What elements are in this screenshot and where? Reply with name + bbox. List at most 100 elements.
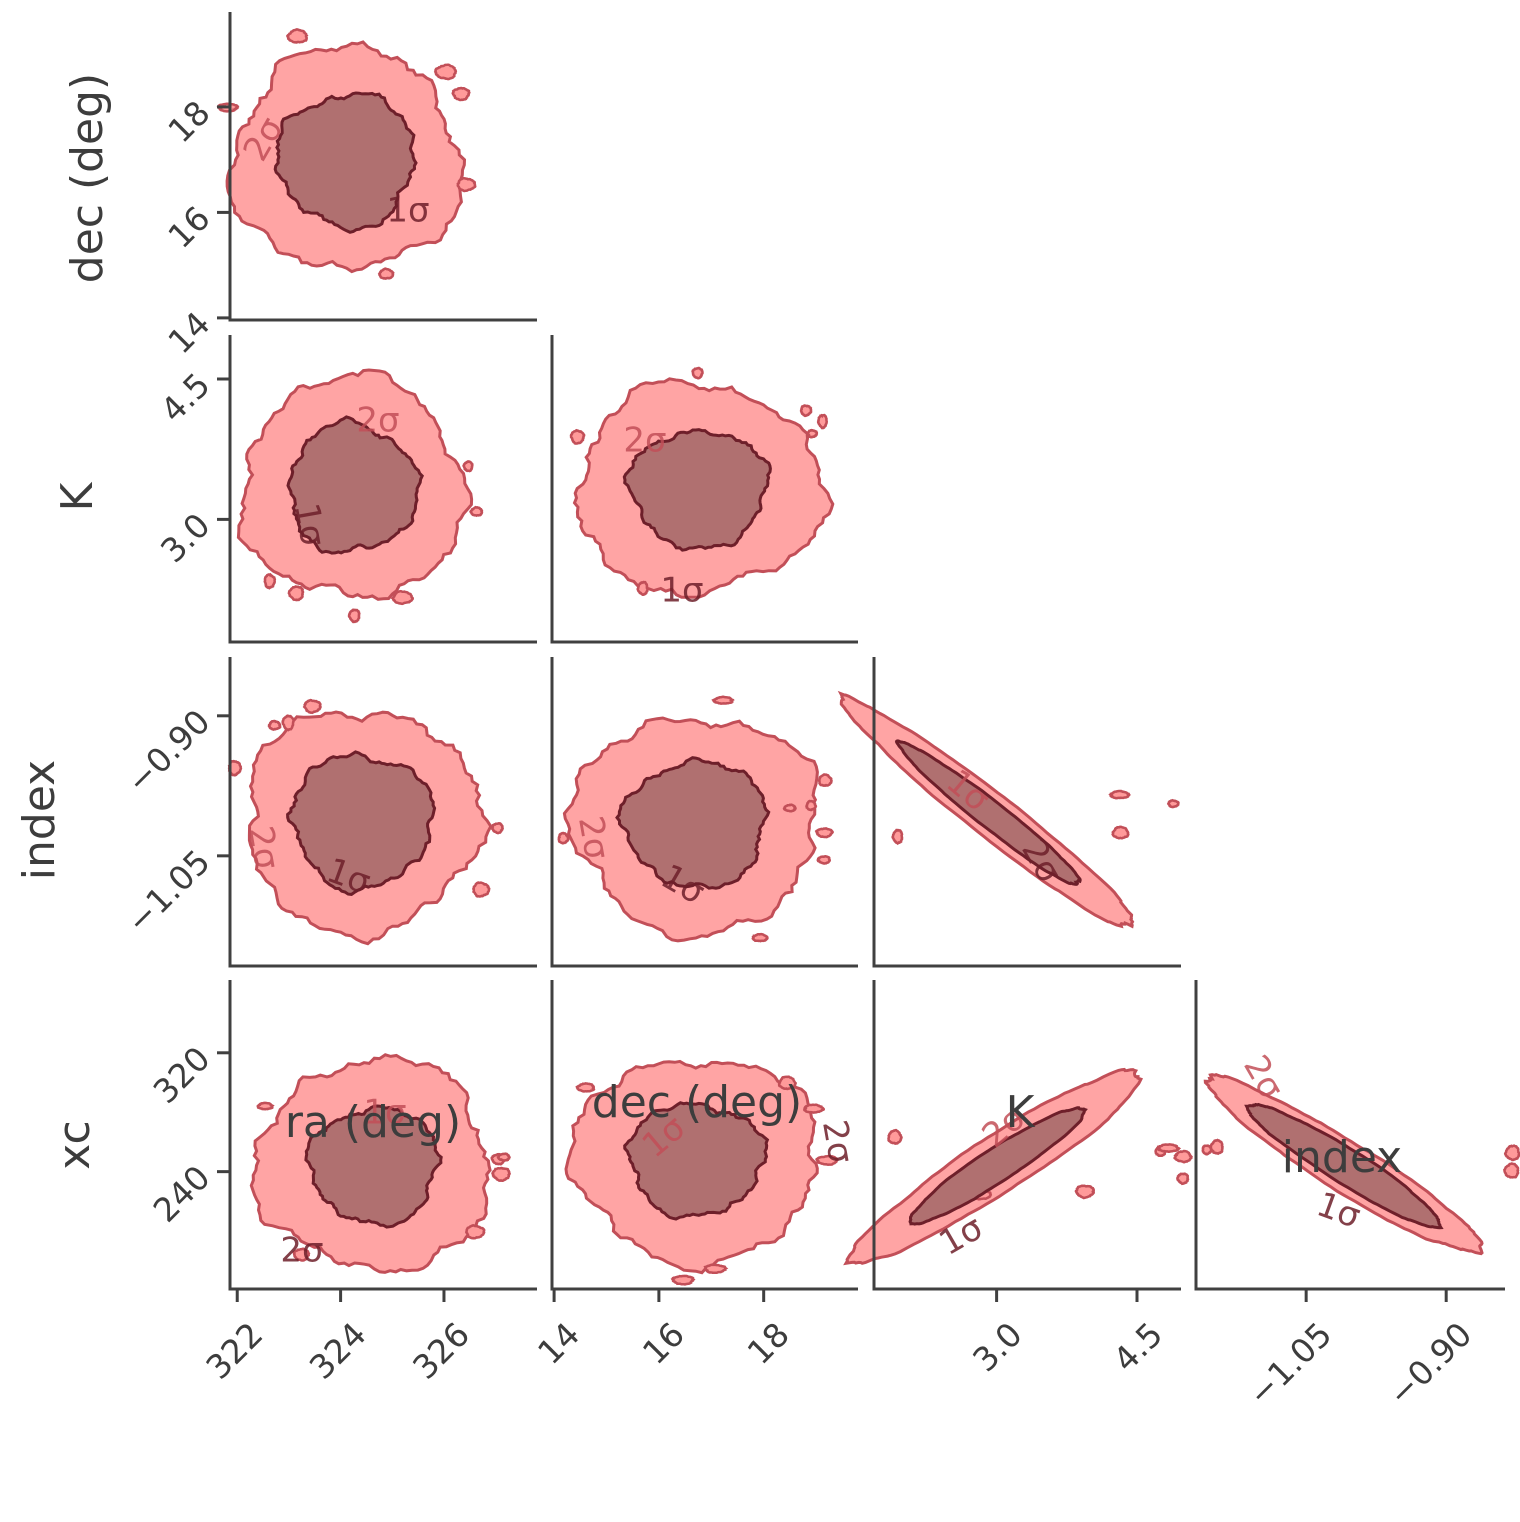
x-tick-label: 324	[302, 1315, 374, 1387]
contour-island	[814, 827, 835, 839]
contour-island	[464, 1223, 486, 1240]
contour-island	[496, 1152, 512, 1162]
x-axis-label: ra (deg)	[285, 1097, 461, 1148]
y-axis-label: index	[14, 760, 65, 880]
contour-island	[815, 1154, 839, 1166]
x-tick-label: 4.5	[1106, 1315, 1171, 1380]
contour-island	[1173, 1149, 1193, 1164]
x-tick-label: 322	[198, 1315, 270, 1387]
contour-island	[569, 428, 586, 445]
contour-label: 1σ	[386, 191, 429, 231]
contour-label: 2σ	[623, 421, 666, 461]
contour-1sigma	[908, 1106, 1088, 1226]
y-tick-label: 18	[160, 93, 217, 150]
contour-1sigma	[622, 428, 772, 552]
contour-island	[491, 1166, 511, 1183]
contour-island	[490, 821, 504, 835]
contour-island	[799, 404, 813, 418]
contour-island	[1503, 1162, 1520, 1179]
x-axis-label: dec (deg)	[592, 1077, 802, 1128]
contour-island	[1201, 1144, 1213, 1156]
contour-1sigma	[623, 1101, 770, 1221]
contour-island	[751, 932, 769, 943]
contour-label: 2σ	[570, 813, 617, 862]
y-tick-label: 240	[146, 1158, 218, 1230]
contour-island	[456, 176, 477, 193]
contour-island	[636, 580, 649, 597]
contour-island	[390, 589, 414, 606]
y-tick-label: 4.5	[153, 365, 218, 430]
contour-island	[670, 1274, 696, 1286]
contour-1sigma	[304, 1104, 443, 1229]
contour-island	[292, 1247, 311, 1262]
y-tick-label: 320	[146, 1039, 218, 1111]
contour-island	[451, 86, 471, 102]
contour-island	[302, 698, 322, 715]
contour-island	[469, 505, 484, 518]
contour-island	[287, 585, 305, 602]
x-axis-label: index	[1282, 1132, 1402, 1183]
x-tick-label: −0.90	[1380, 1315, 1479, 1414]
contour-island	[1074, 1184, 1096, 1200]
contour-1sigma	[1244, 1102, 1444, 1230]
panel: 1σ 2σ 240 320 322 324 326	[146, 980, 537, 1387]
y-axis-label: xc	[49, 1120, 100, 1169]
contour-label: 2σ	[280, 1231, 323, 1271]
contour-island	[691, 366, 704, 380]
x-axis-label: K	[1006, 1087, 1036, 1138]
contour-island	[1108, 789, 1131, 800]
contour-island	[1111, 825, 1130, 840]
contour-island	[1166, 798, 1180, 809]
contour-island	[285, 28, 309, 44]
contour-island	[1176, 1172, 1190, 1186]
contour-label: 2σ	[814, 1117, 861, 1166]
contour-island	[462, 460, 474, 473]
contour-island	[891, 828, 904, 846]
contour-island	[557, 831, 570, 845]
contour-island	[256, 1101, 275, 1111]
contour-island	[433, 63, 458, 81]
contour-island	[802, 1103, 825, 1114]
contour-island	[703, 1263, 729, 1275]
contour-1sigma	[894, 739, 1082, 886]
contour-island	[782, 803, 797, 813]
contour-1sigma	[286, 750, 437, 896]
y-tick-label: 14	[160, 304, 217, 361]
contour-island	[575, 1082, 596, 1093]
contour-island	[777, 1075, 797, 1091]
y-axis-label: K	[52, 481, 103, 511]
contour-label: 2σ	[356, 401, 399, 441]
x-tick-label: 326	[405, 1315, 477, 1387]
x-tick-label: −1.05	[1240, 1315, 1339, 1414]
contour-island	[816, 855, 831, 865]
contour-island	[805, 799, 818, 812]
contour-island	[267, 719, 282, 731]
y-tick-label: −1.05	[119, 842, 218, 941]
y-tick-label: 16	[160, 198, 217, 255]
y-tick-label: 3.0	[153, 505, 218, 570]
contour-island	[471, 881, 491, 898]
contour-label: 1σ	[660, 571, 703, 611]
contour-1sigma	[273, 91, 418, 234]
panel: 2σ 1σ	[550, 335, 858, 644]
x-tick-label: 16	[635, 1315, 692, 1372]
contour-island	[347, 608, 361, 624]
x-tick-label: 14	[530, 1315, 587, 1372]
y-tick-label: −0.90	[119, 702, 218, 801]
contour-label: 1σ	[363, 1093, 406, 1133]
contour-island	[281, 714, 295, 732]
contour-island	[816, 413, 828, 430]
contour-island	[263, 572, 277, 590]
x-tick-label: 3.0	[965, 1315, 1030, 1380]
contour-1sigma	[286, 415, 425, 555]
contour-island	[1503, 1144, 1520, 1162]
contour-island	[711, 695, 735, 705]
